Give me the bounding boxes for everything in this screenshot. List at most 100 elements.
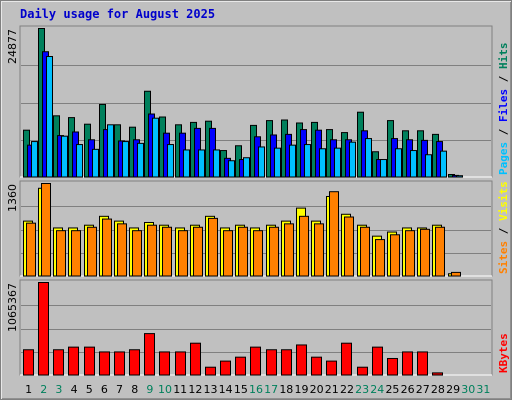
day-label-30: 30: [461, 383, 475, 396]
day-label-8: 8: [131, 383, 138, 396]
bar-sites-day-26: [405, 230, 415, 277]
bar-pages-day-26: [410, 150, 417, 178]
bar-sites-day-17: [269, 226, 279, 277]
day-label-19: 19: [294, 383, 308, 396]
bar-sites-day-19: [299, 215, 309, 277]
bar-sites-day-2: [41, 183, 51, 277]
day-label-12: 12: [188, 383, 202, 396]
bar-kbytes-day-1: [23, 349, 34, 376]
day-label-29: 29: [446, 383, 460, 396]
bar-sites-day-8: [132, 230, 142, 277]
bar-sites-day-3: [56, 230, 66, 277]
day-label-25: 25: [385, 383, 399, 396]
bar-pages-day-24: [380, 159, 387, 178]
bar-kbytes-day-16: [250, 346, 261, 376]
bar-kbytes-day-24: [372, 346, 383, 376]
bar-kbytes-day-19: [296, 344, 307, 376]
bar-sites-day-22: [344, 216, 354, 277]
bar-kbytes-day-15: [235, 356, 246, 376]
bar-kbytes-day-18: [281, 349, 292, 376]
bar-pages-day-21: [334, 147, 341, 178]
day-label-2: 2: [40, 383, 47, 396]
bar-pages-day-8: [137, 142, 144, 178]
bar-kbytes-day-23: [357, 366, 368, 376]
day-label-9: 9: [146, 383, 153, 396]
day-label-27: 27: [416, 383, 430, 396]
chart-title: Daily usage for August 2025: [20, 7, 215, 21]
axis-label-part: Hits: [497, 43, 510, 70]
bar-pages-day-6: [107, 124, 114, 178]
bar-pages-day-23: [365, 138, 372, 178]
day-label-10: 10: [158, 383, 172, 396]
day-label-23: 23: [355, 383, 369, 396]
hits-files-pages-axis-label: Pages / Files / Hits: [497, 43, 510, 176]
bar-kbytes-day-6: [99, 351, 110, 376]
bar-sites-day-11: [178, 230, 188, 277]
bar-kbytes-day-27: [417, 351, 428, 376]
bar-kbytes-day-26: [402, 351, 413, 376]
day-label-13: 13: [204, 383, 218, 396]
bar-pages-day-29: [456, 175, 463, 178]
bar-sites-day-14: [223, 230, 233, 277]
bar-sites-day-4: [71, 230, 81, 277]
bar-kbytes-day-20: [311, 356, 322, 376]
bar-kbytes-day-21: [326, 360, 337, 376]
hits-files-pages-max-label: 24877: [6, 29, 19, 64]
bar-kbytes-day-17: [266, 349, 277, 376]
kbytes-max-label: 1065367: [6, 283, 19, 332]
bar-kbytes-day-5: [84, 346, 95, 376]
bar-pages-day-25: [395, 148, 402, 178]
axis-label-part: /: [497, 122, 510, 142]
bar-pages-day-11: [183, 149, 190, 178]
bar-pages-day-9: [152, 117, 159, 178]
day-label-5: 5: [86, 383, 93, 396]
bar-pages-day-19: [304, 144, 311, 178]
bar-sites-day-25: [390, 234, 400, 277]
bar-pages-day-10: [167, 144, 174, 178]
bar-sites-day-12: [193, 226, 203, 277]
bar-kbytes-day-25: [387, 357, 398, 376]
axis-label-part: Pages: [497, 142, 510, 175]
day-label-11: 11: [173, 383, 187, 396]
day-label-26: 26: [401, 383, 415, 396]
bar-sites-day-1: [26, 222, 36, 277]
bar-pages-day-28: [440, 150, 447, 178]
bar-pages-day-15: [243, 157, 250, 178]
bar-pages-day-12: [198, 149, 205, 178]
day-label-16: 16: [249, 383, 263, 396]
bar-pages-day-2: [46, 56, 53, 178]
day-label-3: 3: [55, 383, 62, 396]
bar-pages-day-27: [425, 154, 432, 178]
bar-kbytes-day-28: [432, 372, 443, 376]
bar-sites-day-13: [208, 217, 218, 277]
bar-pages-day-20: [319, 148, 326, 178]
day-label-22: 22: [340, 383, 354, 396]
bar-sites-day-24: [375, 239, 385, 277]
axis-label-part: KBytes: [497, 333, 510, 373]
day-label-24: 24: [370, 383, 384, 396]
day-label-4: 4: [71, 383, 78, 396]
day-label-1: 1: [25, 383, 32, 396]
day-label-18: 18: [279, 383, 293, 396]
bar-sites-day-10: [162, 226, 172, 277]
bar-pages-day-7: [122, 141, 129, 178]
day-label-28: 28: [431, 383, 445, 396]
bar-pages-day-13: [213, 149, 220, 178]
day-label-17: 17: [264, 383, 278, 396]
bar-sites-day-28: [435, 226, 445, 277]
day-label-15: 15: [234, 383, 248, 396]
bar-pages-day-14: [228, 160, 235, 178]
kbytes-panel: 1065367 KBytes: [6, 279, 510, 376]
bar-pages-day-4: [76, 144, 83, 178]
bar-kbytes-day-9: [144, 333, 155, 376]
axis-label-part: Sites: [497, 241, 510, 274]
visits-sites-axis-label: Sites / Visits: [497, 181, 510, 274]
bar-sites-day-9: [147, 224, 157, 277]
visits-sites-panel: 1360 Sites / Visits: [6, 180, 510, 277]
bar-kbytes-day-11: [175, 351, 186, 376]
bar-kbytes-day-13: [205, 366, 216, 376]
axis-label-part: Visits: [497, 181, 510, 221]
bar-pages-day-16: [258, 146, 265, 178]
bar-kbytes-day-22: [341, 342, 352, 376]
